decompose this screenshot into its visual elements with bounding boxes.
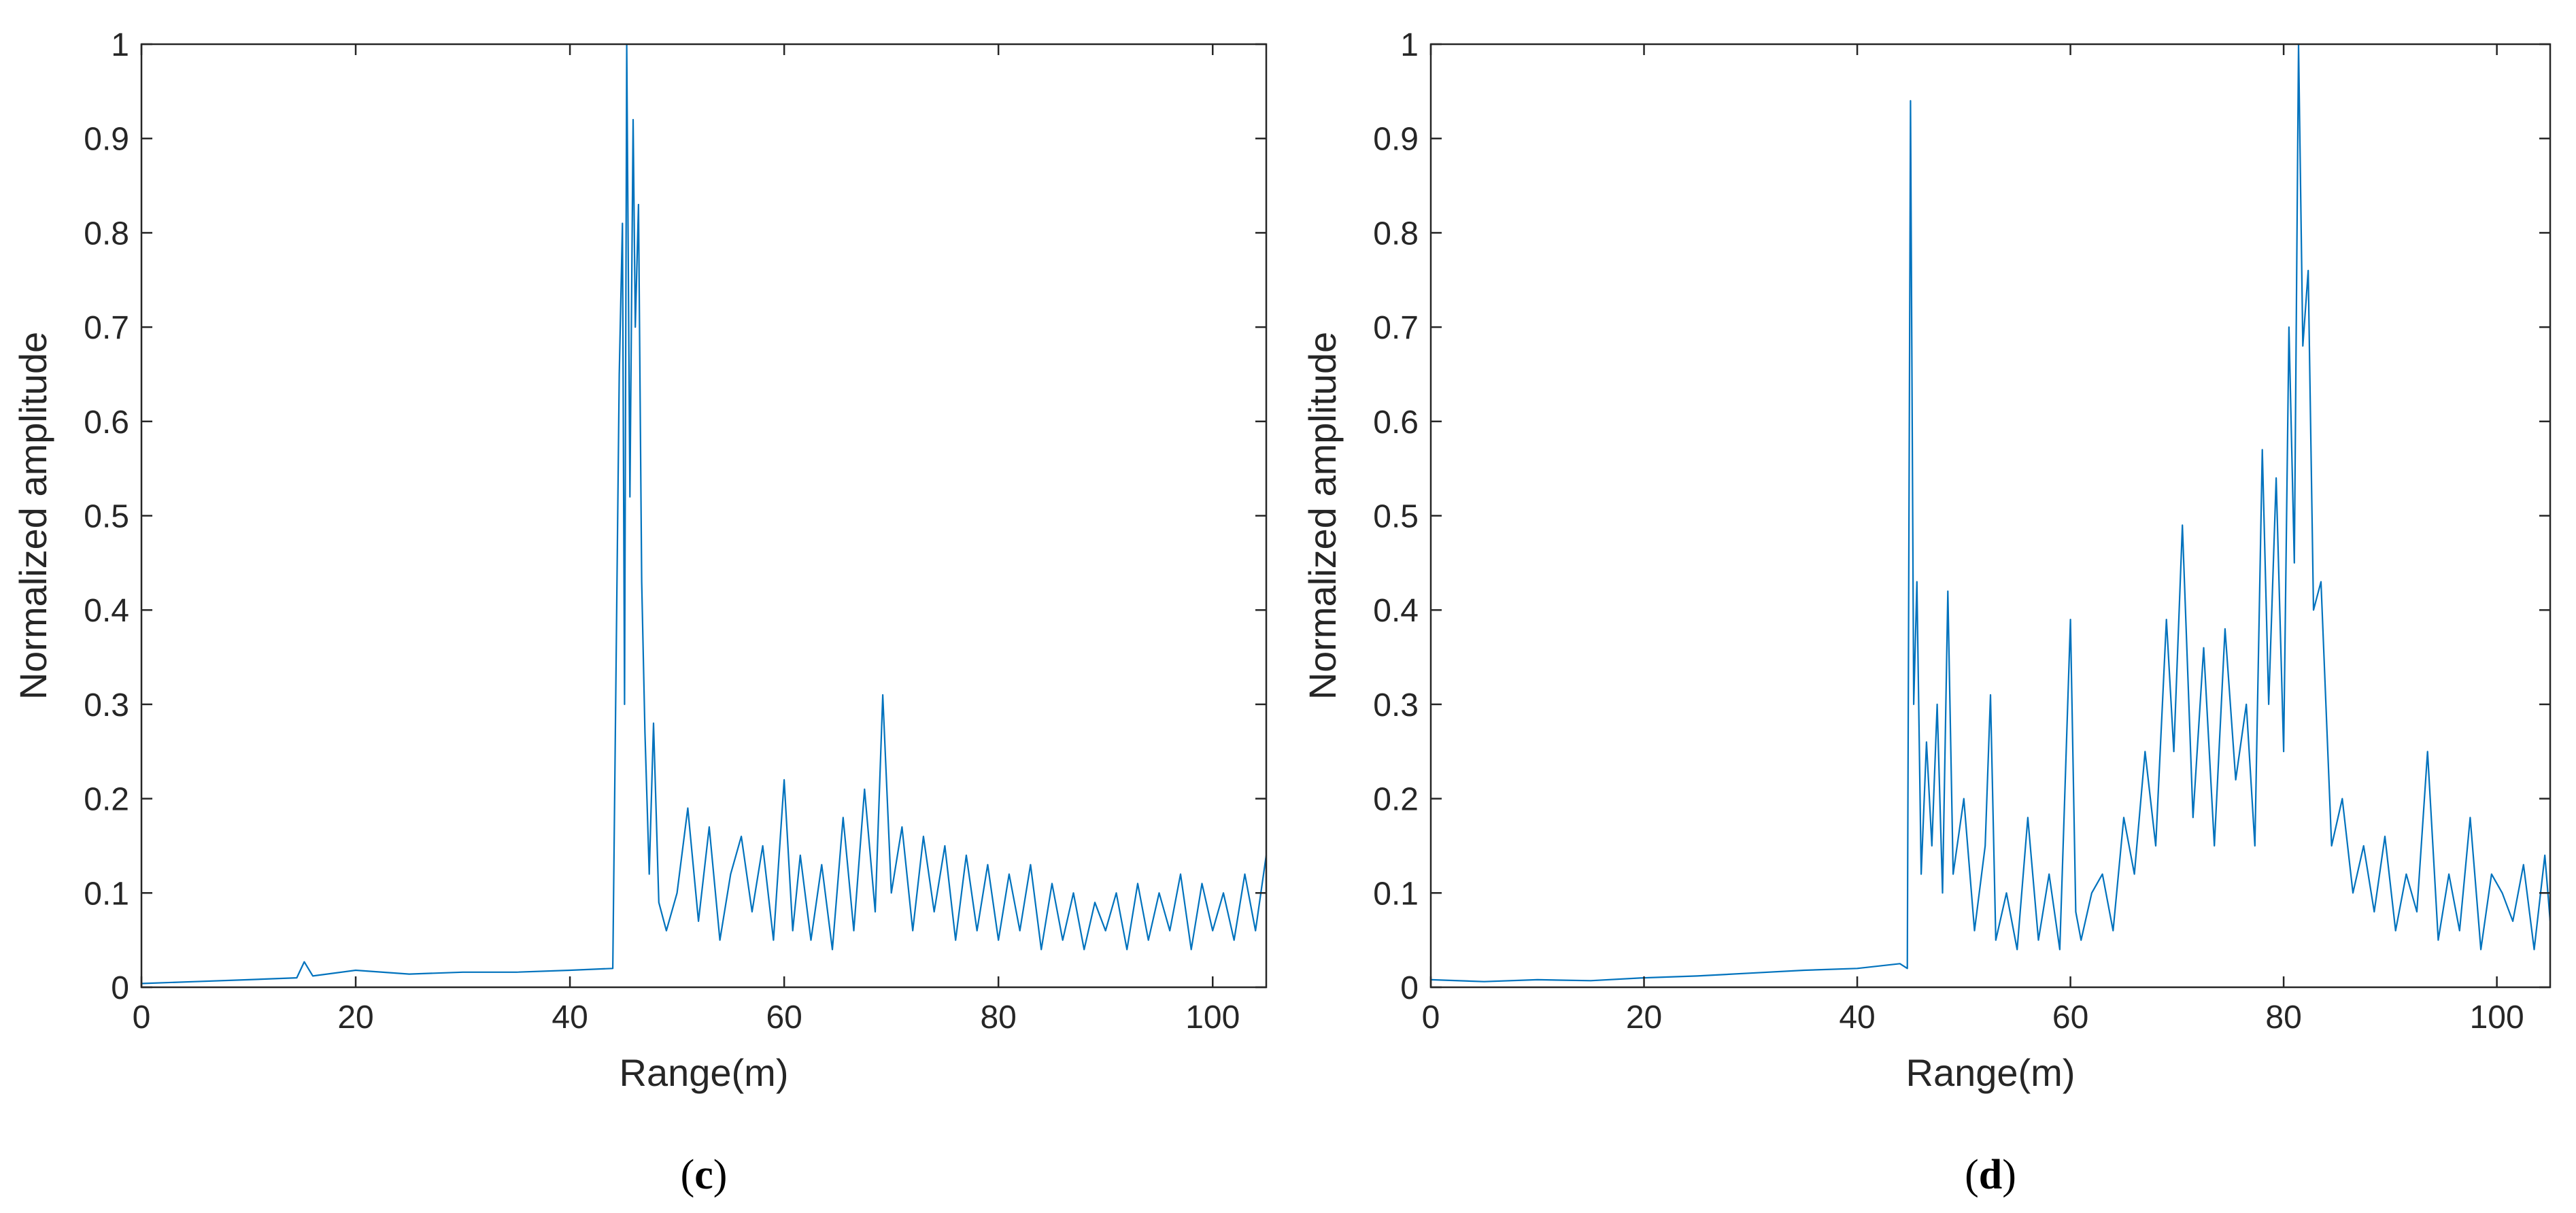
panel-c-ytick-label: 0.3 bbox=[84, 687, 129, 723]
panel-d-ytick-label: 0.3 bbox=[1373, 687, 1419, 723]
panel-c-panel-label: (c) bbox=[681, 1152, 728, 1198]
panel-c-ytick-label: 0.1 bbox=[84, 876, 129, 912]
panel-c-xtick-label: 20 bbox=[337, 1000, 373, 1036]
panel-d-xtick-label: 0 bbox=[1422, 1000, 1440, 1036]
panel-d-ytick-label: 0 bbox=[1400, 970, 1419, 1006]
panel-c-ytick-label: 0.2 bbox=[84, 782, 129, 818]
panel-c-xtick-label: 60 bbox=[766, 1000, 802, 1036]
panel-c-ytick-label: 0.5 bbox=[84, 499, 129, 535]
panel-c-ytick-label: 1 bbox=[111, 27, 129, 63]
panel-c-ytick-label: 0.4 bbox=[84, 593, 129, 629]
panel-c-ytick-label: 0.6 bbox=[84, 405, 129, 441]
panel-c: 0 20 40 60 80 100 0 0.1 0.2 0.3 0.4 0.5 0.6 0.7 0.8 0.… bbox=[12, 27, 1268, 1198]
panel-c-ytick-label: 0 bbox=[111, 970, 129, 1006]
panel-d-ytick-label: 0.5 bbox=[1373, 499, 1419, 535]
panel-c-xtick-label: 40 bbox=[552, 1000, 588, 1036]
panel-c-paren-open: ( bbox=[681, 1152, 695, 1198]
panel-c-ytick-label: 0.8 bbox=[84, 216, 129, 252]
panel-d-panel-label: (d) bbox=[1965, 1152, 2016, 1198]
panel-d-ytick-label: 0.4 bbox=[1373, 593, 1419, 629]
panel-c-x-ticks: 0 20 40 60 80 100 bbox=[133, 44, 1240, 1036]
panel-d-paren-close: ) bbox=[2002, 1152, 2016, 1198]
panel-d-series-line bbox=[1430, 43, 2552, 983]
panel-d-ytick-label: 0.9 bbox=[1373, 122, 1419, 158]
panel-c-xlabel: Range(m) bbox=[620, 1051, 789, 1094]
panel-d-ytick-label: 0.8 bbox=[1373, 216, 1419, 252]
panel-d-label-letter: d bbox=[1979, 1152, 2002, 1198]
panel-d-ytick-label: 0.7 bbox=[1373, 310, 1419, 346]
panel-c-xtick-label: 0 bbox=[133, 1000, 151, 1036]
panel-c-paren-close: ) bbox=[713, 1152, 728, 1198]
panel-c-ytick-label: 0.9 bbox=[84, 122, 129, 158]
panel-d: 0 20 40 60 80 100 0 0.1 0.2 0.3 0.4 0.5 0.6 0.7 0.8 0.… bbox=[1301, 27, 2552, 1198]
panel-c-ylabel: Normalized amplitude bbox=[12, 332, 54, 700]
panel-d-xtick-label: 100 bbox=[2470, 1000, 2524, 1036]
panel-c-ytick-label: 0.7 bbox=[84, 310, 129, 346]
panel-d-ytick-label: 0.6 bbox=[1373, 405, 1419, 441]
panel-d-paren-open: ( bbox=[1965, 1152, 1979, 1198]
panel-c-label-letter: c bbox=[694, 1152, 713, 1198]
panel-c-series-line bbox=[141, 43, 1268, 985]
panel-d-xlabel: Range(m) bbox=[1906, 1051, 2075, 1094]
panel-d-xtick-label: 20 bbox=[1626, 1000, 1662, 1036]
panel-d-ytick-label: 0.2 bbox=[1373, 782, 1419, 818]
panel-d-xtick-label: 40 bbox=[1839, 1000, 1875, 1036]
panel-d-y-ticks: 0 0.1 0.2 0.3 0.4 0.5 0.6 0.7 0.8 0.9 1 bbox=[1373, 27, 2550, 1006]
panel-d-x-ticks: 0 20 40 60 80 100 bbox=[1422, 44, 2524, 1036]
panel-d-xtick-label: 80 bbox=[2265, 1000, 2301, 1036]
panel-d-ytick-label: 1 bbox=[1400, 27, 1419, 63]
panel-c-xtick-label: 80 bbox=[980, 1000, 1016, 1036]
panel-d-ylabel: Normalized amplitude bbox=[1301, 332, 1344, 700]
panel-c-y-ticks: 0 0.1 0.2 0.3 0.4 0.5 0.6 0.7 0.8 0.9 1 bbox=[84, 27, 1266, 1006]
panel-d-ytick-label: 0.1 bbox=[1373, 876, 1419, 912]
panel-c-xtick-label: 100 bbox=[1185, 1000, 1240, 1036]
panel-d-xtick-label: 60 bbox=[2052, 1000, 2088, 1036]
